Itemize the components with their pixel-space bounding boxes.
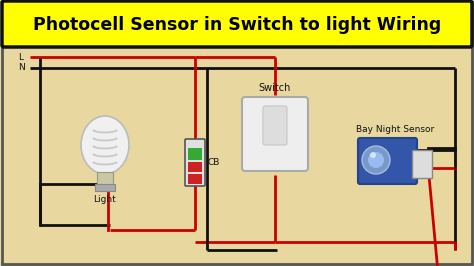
Text: L: L xyxy=(18,52,23,61)
Text: CB: CB xyxy=(208,158,220,167)
Bar xyxy=(95,184,115,191)
Bar xyxy=(97,172,113,184)
Text: Light: Light xyxy=(94,195,117,204)
Text: N: N xyxy=(18,64,25,73)
FancyBboxPatch shape xyxy=(2,1,472,47)
FancyBboxPatch shape xyxy=(358,138,417,184)
Circle shape xyxy=(368,152,384,168)
Ellipse shape xyxy=(81,116,129,174)
FancyBboxPatch shape xyxy=(185,139,205,186)
Circle shape xyxy=(362,146,390,174)
Text: Photocell Sensor in Switch to light Wiring: Photocell Sensor in Switch to light Wiri… xyxy=(33,16,441,34)
FancyBboxPatch shape xyxy=(263,106,287,145)
Bar xyxy=(188,162,202,172)
Bar xyxy=(188,148,202,160)
Bar xyxy=(188,174,202,184)
Text: Bay Night Sensor: Bay Night Sensor xyxy=(356,125,434,134)
Circle shape xyxy=(370,152,376,158)
Bar xyxy=(412,150,432,178)
Text: Switch: Switch xyxy=(259,83,291,93)
FancyBboxPatch shape xyxy=(242,97,308,171)
